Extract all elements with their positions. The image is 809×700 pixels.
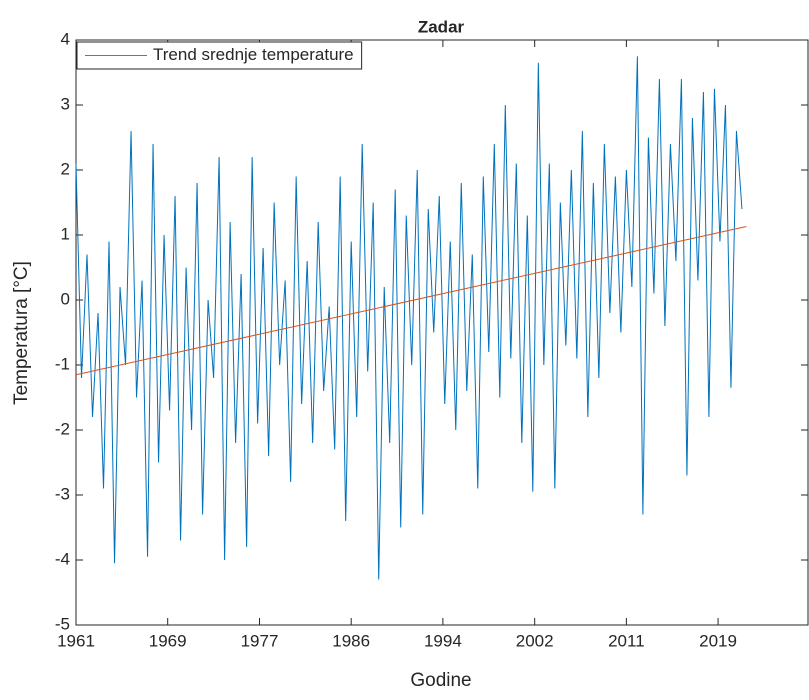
data-line [75, 56, 743, 580]
chart-title: Zadar [418, 17, 465, 36]
x-tick-label: 1977 [241, 631, 279, 650]
y-axis-label: Temperatura [°C] [11, 261, 32, 405]
x-tick-label: 1994 [424, 631, 462, 650]
x-tick-label: 1986 [332, 631, 370, 650]
y-tick-label: -3 [55, 484, 70, 503]
y-tick-label: 2 [61, 159, 70, 178]
x-tick-label: 2011 [608, 631, 645, 650]
x-axis-label: Godine [410, 670, 471, 691]
plot-area [75, 39, 809, 626]
y-tick-label: -5 [55, 614, 70, 633]
x-tick-label: 2019 [699, 631, 737, 650]
y-tick-label: -1 [55, 354, 70, 373]
y-tick-label: -4 [55, 549, 70, 568]
data-line [75, 226, 747, 376]
y-tick-label: 0 [61, 289, 70, 308]
x-tick-label: 1961 [57, 631, 95, 650]
x-tick-label: 1969 [149, 631, 187, 650]
legend-label: Trend srednje temperature [153, 45, 354, 64]
y-tick-label: -2 [55, 419, 70, 438]
y-tick-label: 4 [61, 29, 70, 48]
y-tick-label: 1 [61, 224, 70, 243]
y-tick-label: 3 [61, 94, 70, 113]
x-tick-label: 2002 [516, 631, 554, 650]
